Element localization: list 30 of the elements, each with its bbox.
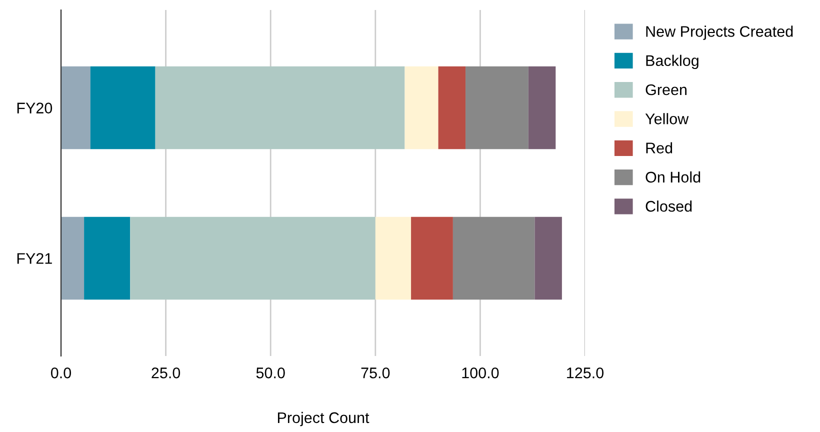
y-tick-label: FY21 (17, 253, 52, 264)
x-tick-label: 125.0 (567, 368, 604, 378)
x-tick-label: 25.0 (152, 368, 180, 378)
x-tick-label: 50.0 (256, 368, 285, 378)
legend-label: On Hold (646, 171, 700, 183)
y-tick-label: FY20 (17, 102, 52, 114)
bar (466, 66, 528, 150)
bar (130, 216, 376, 300)
x-tick-label: 75.0 (361, 368, 390, 378)
legend-label: Green (646, 84, 686, 96)
bar (452, 216, 535, 300)
x-tick-label: 100.0 (462, 368, 499, 378)
bar (411, 216, 453, 300)
bar (61, 216, 84, 300)
bar (155, 66, 405, 150)
bar (84, 216, 130, 300)
bar (404, 66, 438, 150)
bar (90, 66, 156, 150)
bar (375, 216, 412, 300)
legend-label: Closed (646, 200, 692, 212)
x-axis-title: Project Count (278, 412, 370, 426)
bar (61, 66, 90, 150)
legend-label: New Projects Created (646, 26, 793, 40)
bar (528, 66, 556, 150)
bar (438, 66, 466, 150)
legend-label: Backlog (646, 54, 698, 70)
x-tick-label: 0.0 (50, 368, 72, 378)
bar (534, 216, 562, 300)
legend-label: Red (646, 142, 672, 154)
legend-label: Yellow (645, 113, 689, 124)
